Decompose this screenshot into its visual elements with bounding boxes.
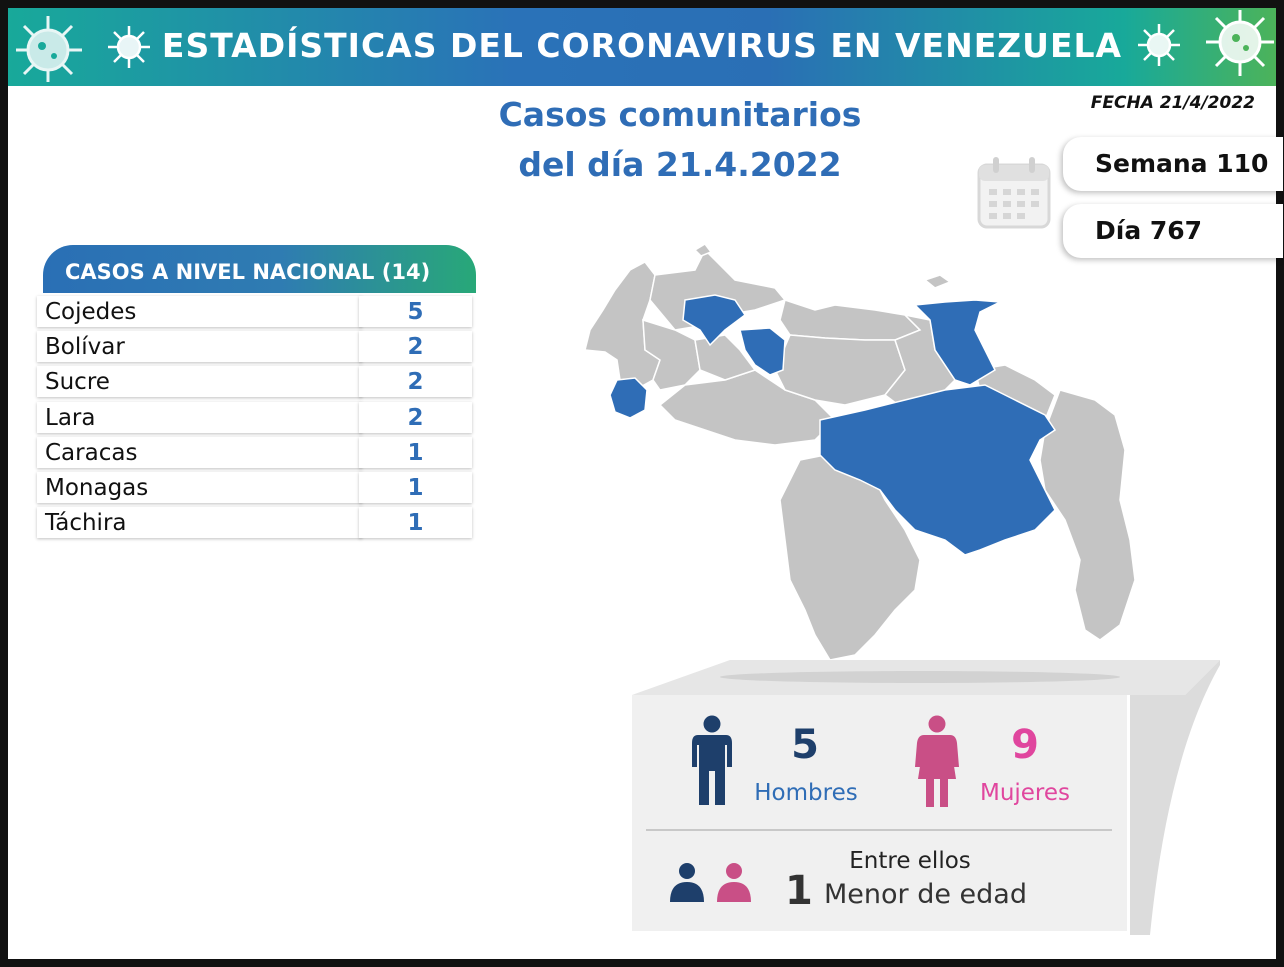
venezuela-map <box>584 243 1135 661</box>
case-count: 2 <box>359 401 472 433</box>
week-badge: Semana 110 <box>1063 137 1283 191</box>
calendar-icon <box>977 157 1051 229</box>
table-row: Monagas 1 <box>37 471 477 506</box>
table-row: Caracas 1 <box>37 436 477 471</box>
case-count: 1 <box>359 507 472 539</box>
state-name: Bolívar <box>37 331 362 363</box>
state-name: Cojedes <box>37 296 362 327</box>
virus-icon <box>108 26 150 68</box>
banner-title: ESTADÍSTICAS DEL CORONAVIRUS EN VENEZUEL… <box>161 26 1123 65</box>
cases-table: Cojedes 5 Bolívar 2 Sucre 2 Lara 2 Caracas 1 Monag… <box>37 295 477 541</box>
table-row: Táchira 1 <box>37 506 477 541</box>
women-label: Mujeres <box>979 780 1071 806</box>
minors-label: Menor de edad <box>824 879 1027 910</box>
state-tachira <box>609 377 648 419</box>
cases-table-heading: CASOS A NIVEL NACIONAL (14) <box>43 245 476 293</box>
state-cojedes <box>739 327 786 376</box>
state-island-north <box>693 243 713 257</box>
minors-intro: Entre ellos <box>849 848 971 874</box>
table-row: Lara 2 <box>37 401 477 436</box>
state-sucre-monagas <box>913 299 1003 386</box>
men-count: 5 <box>791 722 819 768</box>
minors-count: 1 <box>785 868 813 914</box>
state-nueva-esparta <box>923 274 952 289</box>
state-name: Táchira <box>37 507 362 539</box>
case-count: 2 <box>359 331 472 363</box>
state-name: Caracas <box>37 436 362 468</box>
people-pair-icon <box>670 863 751 902</box>
state-esequiba <box>1039 389 1135 641</box>
case-count: 1 <box>359 471 472 503</box>
state-lara <box>682 294 747 347</box>
title-banner: ESTADÍSTICAS DEL CORONAVIRUS EN VENEZUEL… <box>8 8 1276 86</box>
stats-stand <box>632 660 1220 935</box>
table-row: Sucre 2 <box>37 365 477 400</box>
man-icon <box>692 715 732 805</box>
title-line-1: Casos comunitarios <box>498 95 862 134</box>
title-line-2: del día 21.4.2022 <box>518 145 842 184</box>
page-title: Casos comunitarios del día 21.4.2022 <box>470 90 890 190</box>
stats-box <box>632 695 1127 931</box>
state-centro <box>779 299 922 341</box>
men-label: Hombres <box>754 780 858 806</box>
virus-icon <box>1206 10 1274 76</box>
divider <box>646 829 1112 831</box>
women-count: 9 <box>1011 722 1039 768</box>
table-row: Bolívar 2 <box>37 330 477 365</box>
state-name: Sucre <box>37 366 362 398</box>
case-count: 1 <box>359 436 472 468</box>
table-row: Cojedes 5 <box>37 295 477 330</box>
state-portuguesa <box>694 334 757 381</box>
state-name: Monagas <box>37 471 362 503</box>
date-label: FECHA 21/4/2022 <box>1090 93 1255 113</box>
state-andes <box>642 318 701 391</box>
day-badge: Día 767 <box>1063 204 1283 258</box>
virus-icon <box>16 16 82 82</box>
virus-icon <box>1138 24 1180 66</box>
state-name: Lara <box>37 401 362 433</box>
woman-icon <box>915 715 959 807</box>
case-count: 2 <box>359 366 472 398</box>
state-bolivar <box>819 384 1057 556</box>
case-count: 5 <box>359 296 472 327</box>
